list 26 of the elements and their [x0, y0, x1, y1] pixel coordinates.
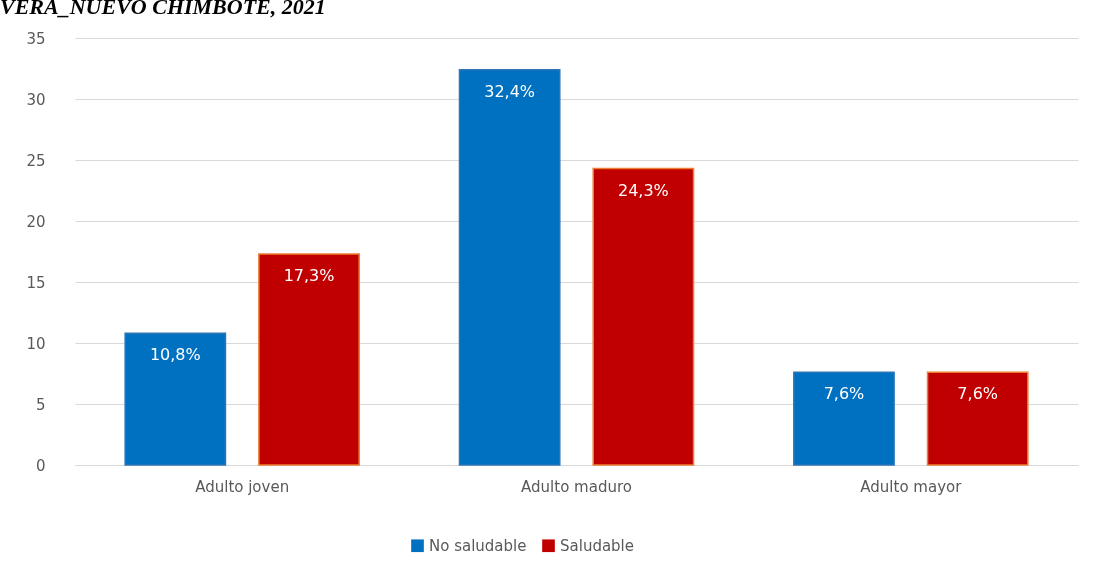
x-tick-label: Adulto mayor: [860, 477, 963, 496]
y-tick-label: 5: [35, 395, 46, 414]
y-tick-label: 10: [26, 334, 46, 353]
y-tick-label: 0: [35, 456, 46, 475]
bar: [458, 68, 561, 466]
x-tick-label: Adulto joven: [195, 477, 290, 496]
bar: [258, 253, 360, 466]
y-tick-label: 35: [26, 29, 46, 48]
y-tick-label: 25: [26, 151, 46, 170]
y-tick-label: 15: [26, 273, 46, 292]
y-tick-label: 30: [26, 90, 46, 109]
bar: [124, 332, 227, 466]
bar: [793, 371, 895, 466]
data-label: 24,3%: [617, 180, 669, 200]
data-label: 17,3%: [283, 265, 335, 285]
data-label: 7,6%: [957, 384, 999, 404]
bar: [926, 371, 1029, 466]
x-tick-label: Adulto maduro: [521, 477, 632, 496]
y-tick-label: 20: [26, 212, 46, 231]
legend-label: No saludable: [429, 536, 527, 555]
bar: [592, 167, 695, 466]
chart-title: VERA_NUEVO CHIMBOTE, 2021: [0, 0, 326, 19]
data-label: 32,4%: [484, 81, 536, 101]
data-label: 10,8%: [149, 345, 201, 365]
legend-label: Saludable: [560, 536, 635, 555]
data-label: 7,6%: [823, 384, 865, 404]
